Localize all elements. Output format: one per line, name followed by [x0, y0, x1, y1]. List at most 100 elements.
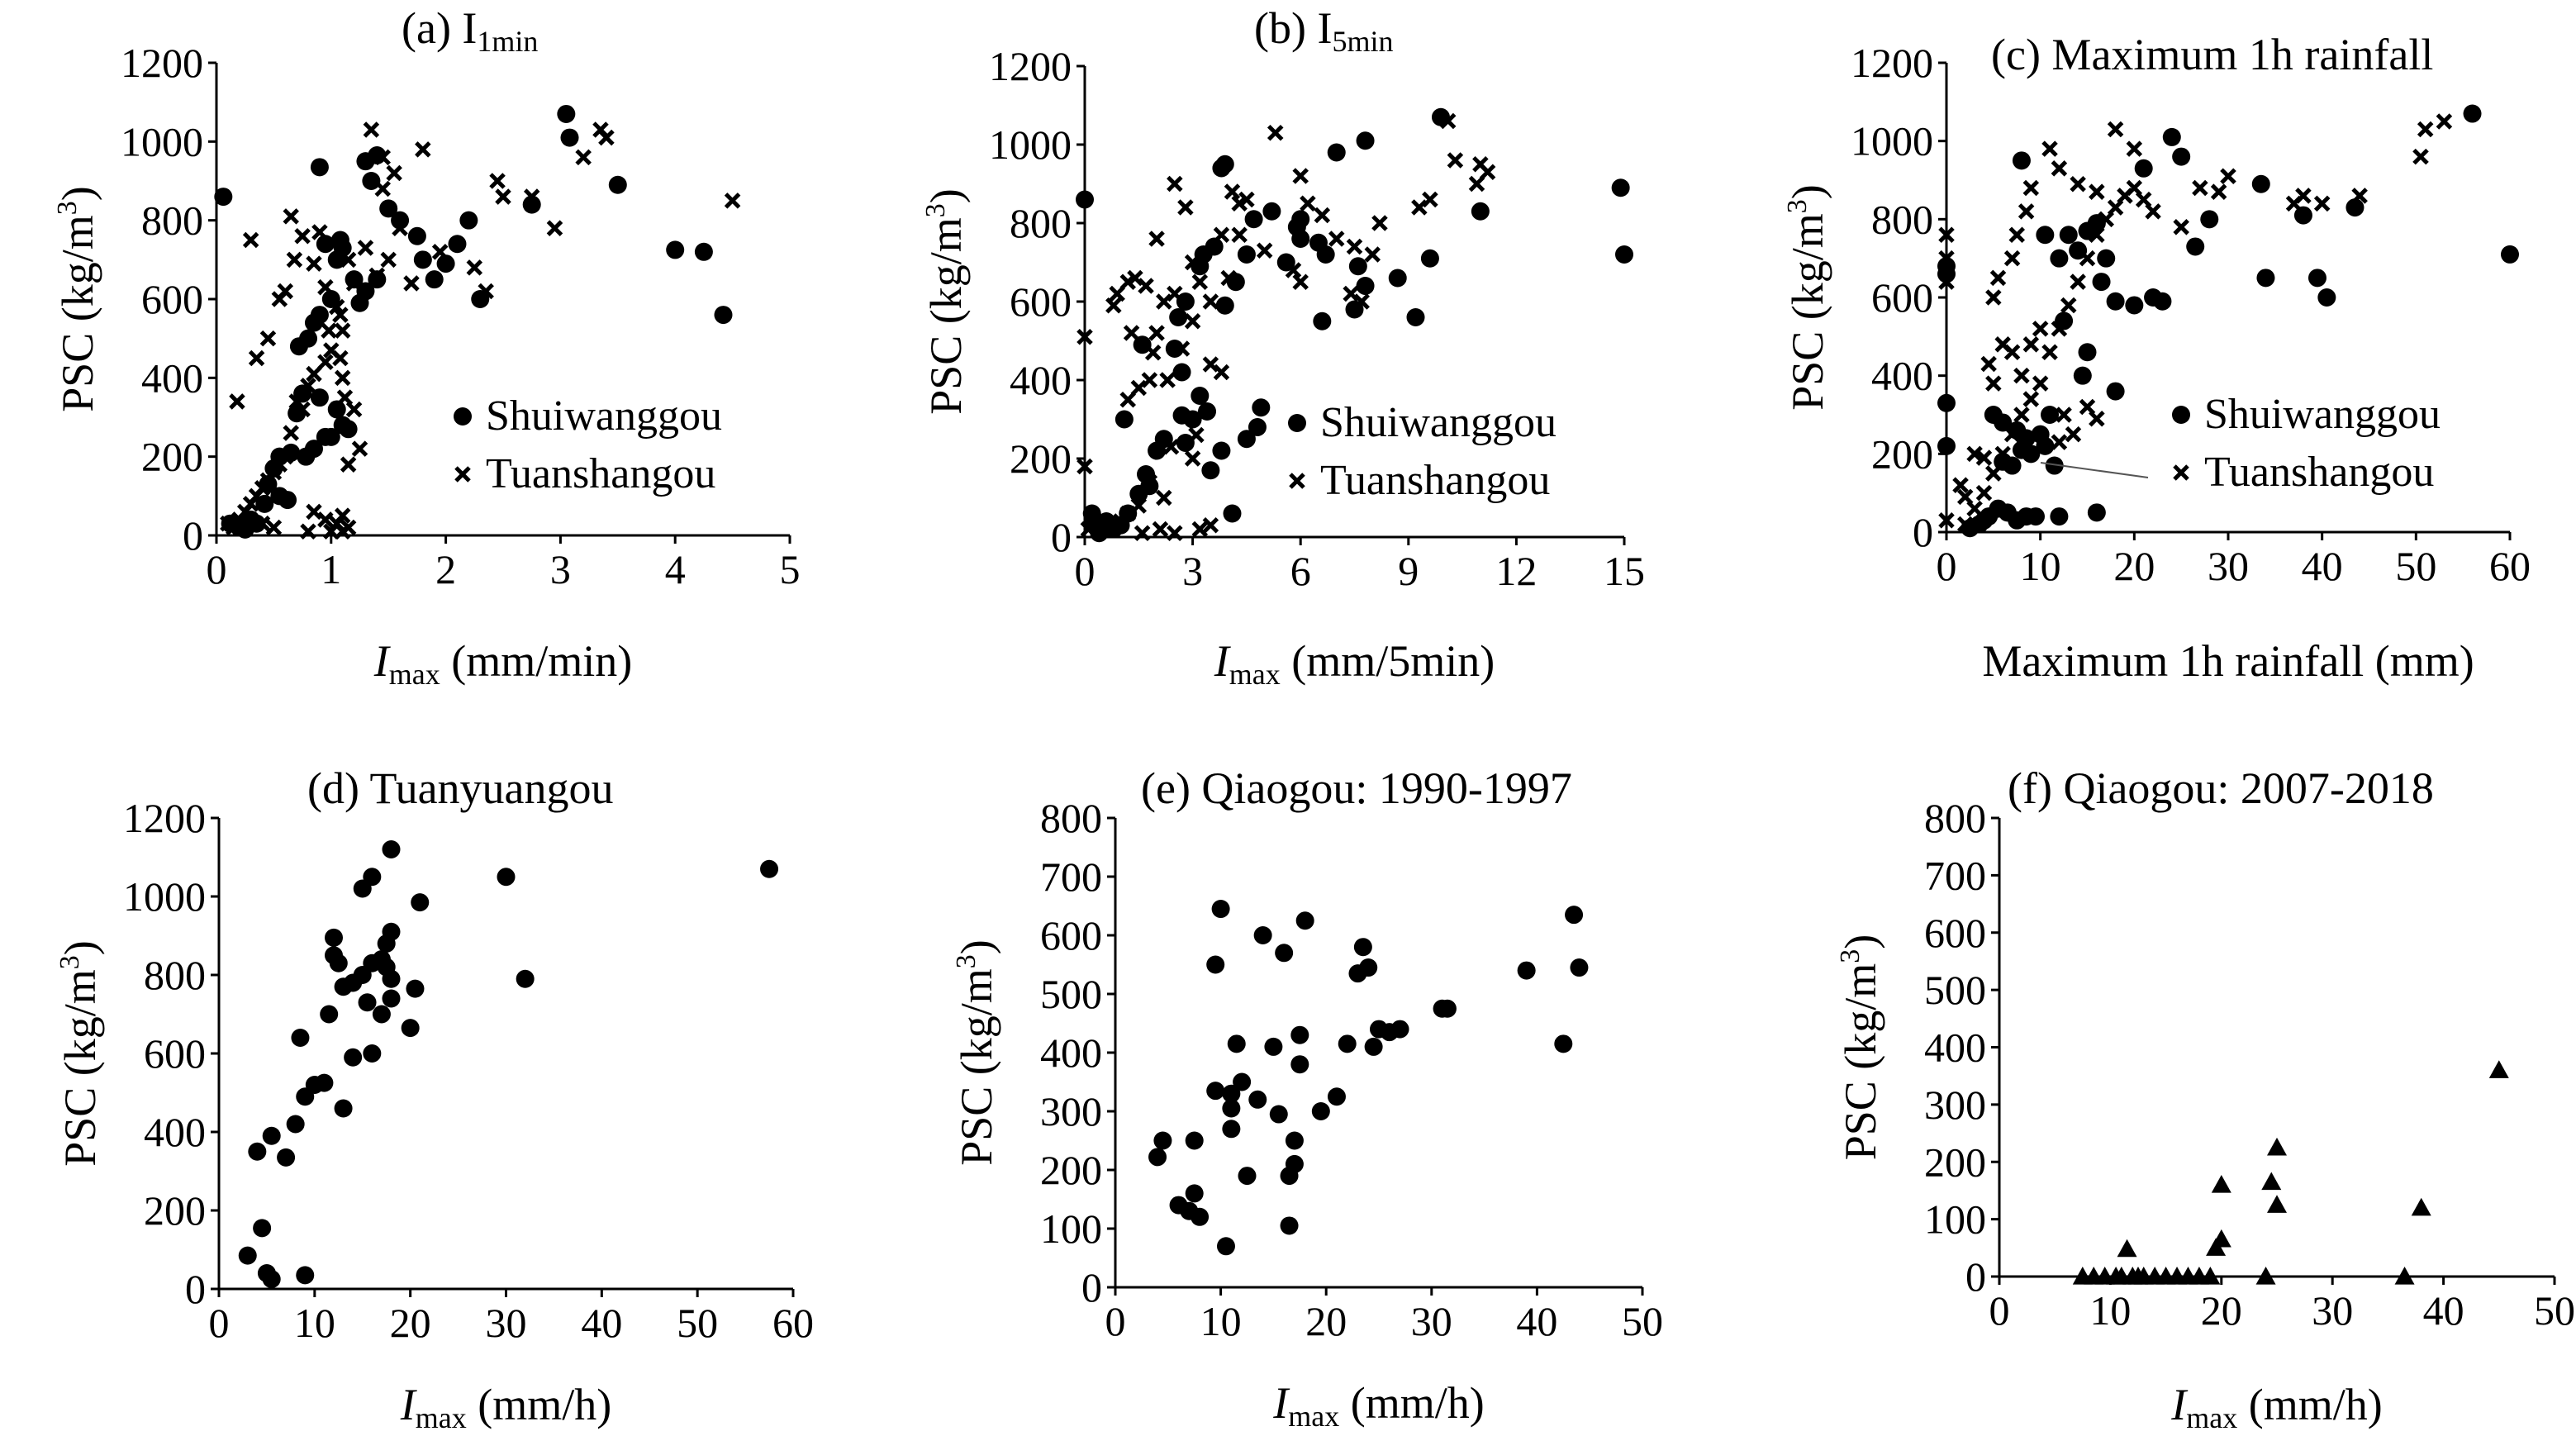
data-point [714, 306, 733, 325]
data-point [2051, 321, 2068, 337]
chart-title: (e) Qiaogou: 1990-1997 [1141, 763, 1572, 813]
data-point [1216, 1237, 1235, 1256]
series-group [214, 104, 733, 539]
y-tick-label: 300 [1924, 1082, 1986, 1128]
data-point [1202, 356, 1219, 373]
data-point [1468, 175, 1485, 193]
y-tick-label: 400 [144, 1109, 206, 1155]
data-point [1153, 1131, 1172, 1150]
x-tick-label: 10 [294, 1300, 335, 1346]
x-axis-label: Imax (mm/min) [373, 636, 632, 691]
data-point [304, 313, 323, 332]
x-axis-label: Maximum 1h rainfall (mm) [1982, 636, 2474, 686]
data-point [1198, 402, 1217, 421]
data-point [1141, 372, 1158, 388]
data-point [666, 240, 685, 259]
data-point [1316, 245, 1335, 264]
x-tick-label: 30 [2208, 543, 2249, 589]
y-axis-label: PSC (kg/m3) [951, 939, 1001, 1166]
data-point [2412, 148, 2429, 165]
data-point [278, 491, 297, 510]
data-point [340, 456, 357, 473]
data-point [2256, 269, 2275, 288]
data-point [334, 369, 351, 387]
data-point [2125, 296, 2144, 315]
data-point [1159, 372, 1176, 388]
data-point [1989, 269, 2007, 287]
data-point [247, 514, 266, 533]
data-point [357, 240, 374, 256]
data-point [1292, 273, 1309, 291]
data-point [339, 420, 358, 439]
x-tick-label: 9 [1398, 548, 1419, 594]
data-point [1127, 269, 1143, 287]
y-tick-label: 200 [1040, 1147, 1102, 1193]
data-point [2162, 127, 2181, 146]
data-point [1184, 450, 1201, 467]
x-tick-label: 10 [1200, 1298, 1242, 1344]
data-point [2045, 456, 2064, 475]
data-point [2107, 121, 2124, 138]
data-point [382, 969, 401, 988]
data-point [316, 235, 335, 254]
data-point [291, 1029, 310, 1047]
data-point [1291, 210, 1310, 229]
y-tick-label: 1000 [989, 121, 1072, 168]
data-point [2089, 226, 2105, 244]
data-point [1570, 958, 1589, 977]
data-point [262, 1126, 281, 1145]
data-point [2041, 406, 2060, 424]
data-point [2394, 1267, 2415, 1285]
y-tick-label: 0 [1965, 1253, 1986, 1300]
data-point [1123, 325, 1140, 341]
data-point [1227, 1034, 1246, 1053]
y-tick-label: 800 [141, 197, 203, 244]
data-point [374, 180, 392, 197]
data-point [2056, 407, 2072, 423]
data-point [431, 244, 449, 260]
data-point [401, 1019, 420, 1038]
data-point [1222, 1120, 1241, 1139]
data-point [1185, 1131, 1204, 1150]
y-tick-label: 400 [1871, 353, 1933, 399]
data-point [265, 519, 283, 536]
x-tick-label: 50 [1622, 1298, 1663, 1344]
data-point [329, 953, 348, 972]
data-point [253, 1219, 272, 1238]
data-point [306, 365, 322, 383]
y-tick-label: 800 [1871, 196, 1933, 242]
series-group [1938, 113, 2453, 533]
y-axis-label: PSC (kg/m3) [1782, 184, 1832, 411]
data-point [2060, 297, 2077, 314]
data-point [1471, 202, 1490, 221]
data-point [1112, 513, 1129, 530]
x-tick-label: 4 [665, 546, 686, 592]
data-point [436, 254, 455, 273]
x-tick-label: 40 [2423, 1287, 2464, 1334]
data-point [379, 199, 398, 218]
data-point [1237, 245, 1256, 264]
data-point [315, 1073, 334, 1092]
series-group [1148, 900, 1589, 1256]
data-point [1076, 190, 1094, 209]
data-point [325, 928, 343, 947]
data-point [363, 868, 382, 887]
data-point [1211, 900, 1230, 919]
x-tick-label: 20 [2201, 1287, 2242, 1334]
data-point [1213, 226, 1230, 244]
data-point [1314, 207, 1331, 224]
legend-marker [2173, 464, 2189, 481]
y-tick-label: 0 [185, 1266, 206, 1312]
data-point [1985, 465, 2002, 482]
data-point [2200, 1267, 2221, 1285]
annotation-line [2040, 462, 2149, 478]
data-point [1295, 911, 1314, 930]
data-point [2411, 1197, 2431, 1216]
y-tick-label: 600 [1040, 912, 1102, 958]
chart-title: (b) I5min [1254, 3, 1393, 58]
data-point [1343, 285, 1359, 302]
data-point [1238, 1167, 1257, 1186]
y-tick-label: 400 [1040, 1029, 1102, 1076]
data-point [1130, 497, 1148, 514]
data-point [2220, 168, 2236, 185]
